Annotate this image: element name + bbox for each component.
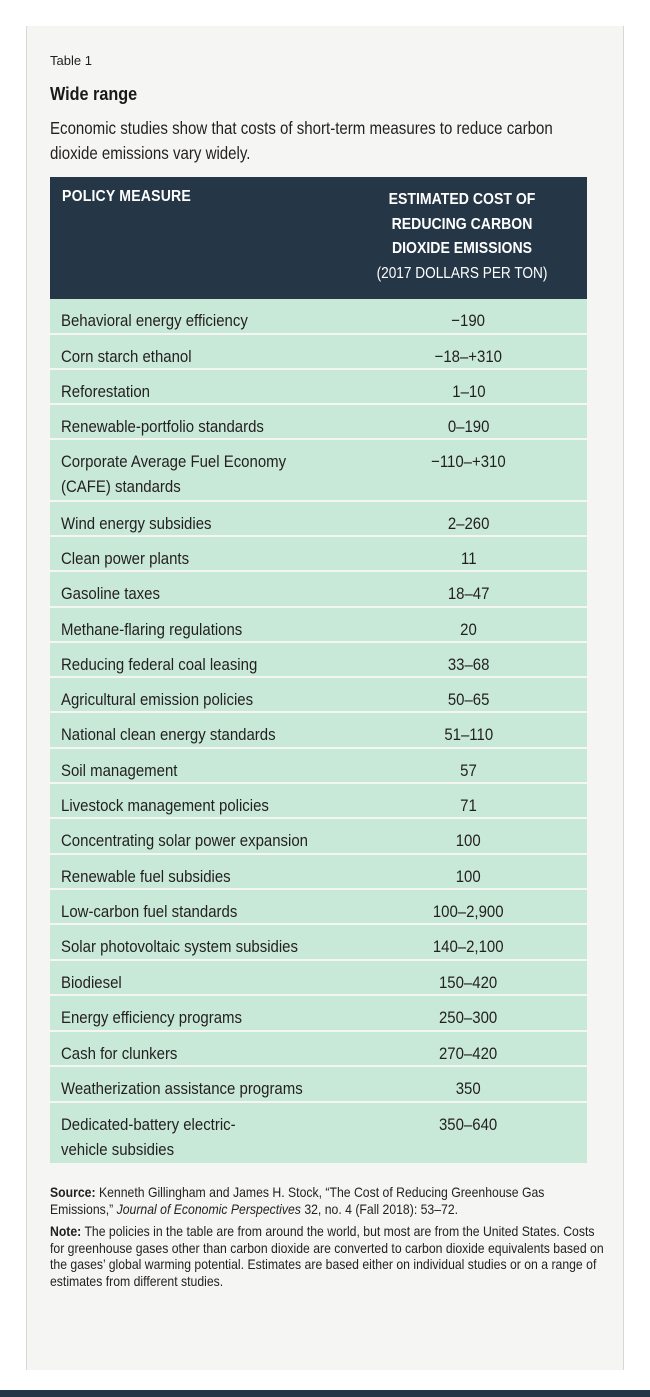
row-measure: Soil management	[61, 761, 178, 780]
row-measure-line1: Dedicated-battery electric-	[61, 1115, 236, 1134]
row-cost: 350	[456, 1079, 481, 1098]
row-measure: Reforestation	[61, 382, 150, 401]
row-cost: 100–2,900	[433, 902, 504, 921]
row-cost: −190	[451, 311, 486, 330]
row-cost: 51–110	[444, 725, 493, 744]
row-measure: Low-carbon fuel standards	[61, 902, 238, 921]
row-cost: 140–2,100	[433, 937, 504, 956]
table-row: Gasoline taxes 18–47	[50, 572, 587, 608]
table-row: Dedicated-battery electric- vehicle subs…	[50, 1103, 587, 1163]
table-row: Clean power plants 11	[50, 537, 587, 572]
header-estimated-cost: ESTIMATED COST OF REDUCING CARBON DIOXID…	[355, 188, 570, 286]
table-row: Soil management 57	[50, 749, 587, 784]
row-measure: Renewable-portfolio standards	[61, 417, 264, 436]
row-measure: Behavioral energy efficiency	[61, 311, 248, 330]
table-row: Reforestation 1–10	[50, 370, 587, 405]
row-measure: Corn starch ethanol	[61, 347, 192, 366]
row-measure: Weatherization assistance programs	[61, 1079, 303, 1098]
row-measure-line2: (CAFE) standards	[61, 477, 181, 496]
bottom-divider	[0, 1390, 650, 1397]
header-cost-line2: REDUCING CARBON	[391, 215, 533, 233]
source-label: Source:	[50, 1185, 96, 1200]
table-row: Agricultural emission policies 50–65	[50, 678, 587, 713]
source-text-a: Kenneth Gillingham and James H. Stock, “…	[50, 1185, 545, 1217]
header-cost-line3: DIOXIDE EMISSIONS	[391, 240, 533, 257]
row-measure: Methane-flaring regulations	[61, 620, 243, 639]
row-cost: 33–68	[447, 655, 490, 674]
table-row: Behavioral energy efficiency −190	[50, 299, 587, 335]
table-row: Energy efficiency programs 250–300	[50, 996, 587, 1032]
table-row: Methane-flaring regulations 20	[50, 608, 587, 643]
table-row: National clean energy standards 51–110	[50, 713, 587, 749]
table-row: Solar photovoltaic system subsidies 140–…	[50, 925, 587, 961]
table-row: Weatherization assistance programs 350	[50, 1067, 587, 1103]
row-measure: Cash for clunkers	[61, 1044, 178, 1063]
row-cost: 250–300	[439, 1008, 498, 1027]
table-header: POLICY MEASURE ESTIMATED COST OF REDUCIN…	[50, 177, 587, 299]
row-cost: 270–420	[439, 1044, 498, 1063]
table-title: Wide range	[50, 84, 138, 104]
row-cost: 11	[460, 549, 477, 568]
table-row: Concentrating solar power expansion 100	[50, 819, 587, 855]
source-text-b: 32, no. 4 (Fall 2018): 53–72.	[304, 1201, 459, 1217]
row-cost: 1–10	[451, 382, 486, 401]
row-cost: 50–65	[447, 690, 490, 709]
row-cost: 57	[460, 761, 477, 780]
row-measure: Solar photovoltaic system subsidies	[61, 937, 298, 956]
row-measure: Gasoline taxes	[61, 584, 160, 603]
row-cost: 0–190	[447, 417, 490, 436]
row-measure: Clean power plants	[61, 549, 190, 568]
row-cost: 2–260	[447, 514, 490, 533]
policy-cost-table: POLICY MEASURE ESTIMATED COST OF REDUCIN…	[50, 177, 587, 1163]
table-row: Reducing federal coal leasing 33–68	[50, 643, 587, 678]
row-measure-line1: Corporate Average Fuel Economy	[61, 452, 287, 471]
row-cost: −18–+310	[434, 347, 503, 366]
table-row: Corn starch ethanol −18–+310	[50, 335, 587, 370]
table-footer: Source: Kenneth Gillingham and James H. …	[50, 1185, 608, 1296]
row-cost: 20	[460, 620, 477, 639]
table-row: Wind energy subsidies 2–260	[50, 502, 587, 537]
table-row: Renewable-portfolio standards 0–190	[50, 405, 587, 440]
source-journal: Journal of Economic Perspectives	[116, 1201, 301, 1217]
row-cost: 350–640	[439, 1115, 498, 1134]
header-policy-measure: POLICY MEASURE	[62, 188, 191, 205]
note-label: Note:	[50, 1224, 82, 1239]
row-cost: 150–420	[439, 973, 498, 992]
table-row: Renewable fuel subsidies 100	[50, 855, 587, 890]
table-row: Biodiesel 150–420	[50, 961, 587, 996]
row-measure: Agricultural emission policies	[61, 690, 254, 709]
row-measure: Energy efficiency programs	[61, 1008, 242, 1027]
row-measure: Renewable fuel subsidies	[61, 867, 231, 886]
table-number-label: Table 1	[50, 53, 92, 68]
table-row: Livestock management policies 71	[50, 784, 587, 819]
table-row: Corporate Average Fuel Economy (CAFE) st…	[50, 440, 587, 502]
row-measure: Concentrating solar power expansion	[61, 831, 308, 850]
table-row: Cash for clunkers 270–420	[50, 1032, 587, 1067]
row-measure: Reducing federal coal leasing	[61, 655, 258, 674]
table-subtitle: Economic studies show that costs of shor…	[50, 118, 553, 163]
row-measure: National clean energy standards	[61, 725, 276, 744]
row-cost: −110–+310	[431, 452, 506, 471]
source-note: Source: Kenneth Gillingham and James H. …	[50, 1185, 608, 1218]
note-text: The policies in the table are from aroun…	[50, 1224, 604, 1289]
row-cost: 100	[456, 867, 481, 886]
row-measure: Wind energy subsidies	[61, 514, 212, 533]
row-cost: 71	[460, 796, 477, 815]
row-cost: 18–47	[447, 584, 490, 603]
header-cost-line1: ESTIMATED COST OF	[388, 191, 536, 208]
row-measure: Livestock management policies	[61, 796, 269, 815]
table-row: Low-carbon fuel standards 100–2,900	[50, 890, 587, 925]
row-measure-line2: vehicle subsidies	[61, 1140, 175, 1159]
row-cost: 100	[456, 831, 481, 850]
note: Note: The policies in the table are from…	[50, 1224, 608, 1290]
header-cost-unit: (2017 DOLLARS PER TON)	[376, 264, 548, 282]
row-measure: Biodiesel	[61, 973, 122, 992]
